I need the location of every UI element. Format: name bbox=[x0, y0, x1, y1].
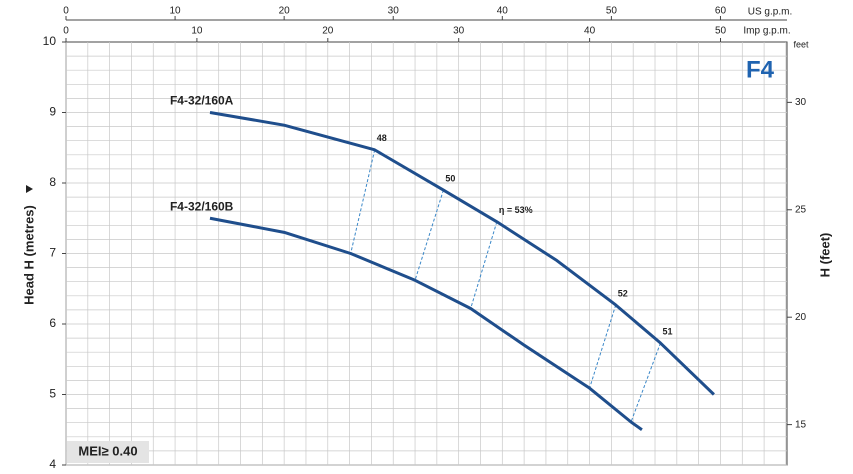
curve bbox=[209, 216, 643, 431]
y2-tick-label: 15 bbox=[795, 419, 807, 430]
efficiency-line bbox=[470, 221, 498, 309]
x-tick-label: 20 bbox=[279, 6, 291, 17]
y-tick-label: 6 bbox=[49, 316, 56, 330]
y-tick-label: 5 bbox=[49, 387, 56, 401]
x2-tick-label: 0 bbox=[63, 26, 69, 37]
efficiency-line bbox=[414, 189, 444, 281]
y2-tick-label: 20 bbox=[795, 312, 807, 323]
y2-unit: feet bbox=[793, 39, 809, 49]
efficiency-line bbox=[350, 149, 376, 254]
x2-tick-label: 20 bbox=[322, 26, 334, 37]
x-tick-label: 10 bbox=[170, 6, 182, 17]
y-tick-label: 4 bbox=[49, 457, 56, 471]
y2-tick-label: 30 bbox=[795, 97, 807, 108]
x-tick-label: 60 bbox=[715, 6, 727, 17]
y2-tick-label: 25 bbox=[795, 204, 807, 215]
y-tick-label: 8 bbox=[49, 175, 56, 189]
efficiency-label: η = 53% bbox=[499, 205, 533, 215]
efficiency-line bbox=[630, 342, 661, 423]
x-tick-label: 50 bbox=[606, 6, 618, 17]
x-axis-label: US g.p.m. bbox=[748, 7, 792, 18]
y-axis-arrow bbox=[26, 185, 33, 193]
y-tick-label: 7 bbox=[49, 246, 56, 260]
x2-tick-label: 50 bbox=[715, 26, 727, 37]
x2-tick-label: 10 bbox=[191, 26, 203, 37]
curve-label: F4-32/160A bbox=[170, 94, 234, 108]
badge: MEI≥ 0.40 bbox=[78, 443, 137, 458]
efficiency-label: 52 bbox=[618, 288, 628, 298]
x-tick-label: 30 bbox=[388, 6, 400, 17]
y2-axis-label: H (feet) bbox=[817, 233, 832, 278]
x2-tick-label: 40 bbox=[584, 26, 596, 37]
y-tick-label: 10 bbox=[43, 34, 57, 48]
x-tick-label: 0 bbox=[63, 6, 69, 17]
badge-box bbox=[67, 441, 149, 463]
efficiency-label: 48 bbox=[377, 133, 387, 143]
efficiency-label: 50 bbox=[445, 173, 455, 183]
efficiency-label: 51 bbox=[662, 326, 672, 336]
curve-label: F4-32/160B bbox=[170, 199, 234, 213]
x2-tick-label: 30 bbox=[453, 26, 465, 37]
x-tick-label: 40 bbox=[497, 6, 509, 17]
efficiency-line bbox=[589, 304, 617, 389]
y-tick-label: 9 bbox=[49, 105, 56, 119]
y-axis-label: Head H (metres) bbox=[21, 205, 36, 305]
curve bbox=[209, 111, 715, 396]
chart-title: F4 bbox=[746, 56, 775, 83]
x2-axis-label: Imp g.p.m. bbox=[743, 26, 790, 37]
